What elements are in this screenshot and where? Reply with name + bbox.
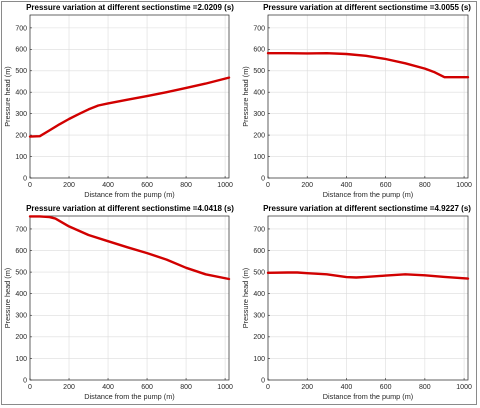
subplot-2: 0 200 400 600 800 1000 0 100 200 300 400 500 600 700 P…	[241, 3, 472, 199]
y-tick-label: 400	[253, 90, 265, 97]
x-tick-label: 1000	[217, 384, 233, 391]
x-tick-label: 800	[180, 182, 192, 189]
y-tick-label: 0	[261, 175, 265, 182]
y-tick-label: 700	[15, 226, 27, 233]
y-tick-label: 200	[15, 334, 27, 341]
y-tick-label: 600	[15, 248, 27, 255]
x-tick-label: 400	[341, 182, 353, 189]
y-tick-label: 500	[15, 270, 27, 277]
y-tick-label: 200	[15, 133, 27, 140]
pressure-line-2	[266, 52, 470, 79]
y-tick-label: 300	[253, 313, 265, 320]
x-tick-label: 600	[380, 384, 392, 391]
y-tick-label: 300	[253, 111, 265, 118]
subplot-4-xlabel: Distance from the pump (m)	[323, 392, 413, 401]
subplot-4-title: Pressure variation at different sections…	[263, 204, 471, 213]
y-tick-label: 700	[253, 25, 265, 32]
y-tick-label: 700	[253, 226, 265, 233]
y-tick-label: 300	[15, 111, 27, 118]
axes-box	[267, 215, 469, 381]
subplot-3-plot-area	[30, 216, 229, 380]
x-tick-label: 0	[266, 182, 270, 189]
x-tick-label: 200	[63, 182, 75, 189]
x-tick-label: 200	[63, 384, 75, 391]
subplot-4-plot-area	[268, 216, 468, 380]
pressure-line-4	[266, 271, 470, 280]
y-tick-label: 100	[15, 154, 27, 161]
y-tick-label: 0	[23, 377, 27, 384]
axes-box	[29, 215, 230, 381]
subplot-3: 0 200 400 600 800 1000 0 100 200 300 400 500 600 700 P…	[3, 204, 234, 401]
y-tick-label: 200	[253, 334, 265, 341]
subplot-3-xlabel: Distance from the pump (m)	[84, 392, 174, 401]
y-tick-label: 0	[261, 377, 265, 384]
x-tick-label: 400	[341, 384, 353, 391]
y-tick-label: 400	[15, 90, 27, 97]
y-tick-label: 200	[253, 133, 265, 140]
x-tick-label: 400	[102, 384, 114, 391]
y-tick-label: 100	[253, 356, 265, 363]
subplot-2-title: Pressure variation at different sections…	[263, 3, 471, 12]
axes-box	[267, 14, 469, 179]
y-tick-label: 400	[15, 291, 27, 298]
subplot-2-plot-area	[268, 15, 468, 178]
subplot-1-title: Pressure variation at different sections…	[26, 3, 234, 12]
y-tick-label: 300	[15, 313, 27, 320]
subplot-1: 0 200 400 600 800 1000 0 100 200 300 400 500 600 700 P…	[3, 3, 234, 199]
subplot-3-ylabel: Pressure head (m)	[3, 268, 12, 328]
x-tick-label: 0	[266, 384, 270, 391]
subplot-1-xlabel: Distance from the pump (m)	[84, 190, 174, 199]
x-tick-label: 1000	[456, 384, 472, 391]
axes-box	[29, 14, 230, 179]
y-tick-label: 0	[23, 175, 27, 182]
x-tick-label: 600	[141, 182, 153, 189]
x-tick-label: 800	[180, 384, 192, 391]
subplot-2-xlabel: Distance from the pump (m)	[323, 190, 413, 199]
y-tick-label: 500	[253, 270, 265, 277]
y-tick-label: 700	[15, 25, 27, 32]
pressure-line-3	[28, 215, 231, 281]
y-tick-label: 500	[253, 68, 265, 75]
x-tick-label: 0	[28, 182, 32, 189]
x-tick-label: 0	[28, 384, 32, 391]
x-tick-label: 800	[419, 384, 431, 391]
y-tick-label: 600	[15, 47, 27, 54]
subplot-1-plot-area	[30, 15, 229, 178]
x-tick-label: 400	[102, 182, 114, 189]
x-tick-label: 200	[301, 182, 313, 189]
subplot-3-title: Pressure variation at different sections…	[26, 204, 234, 213]
x-tick-label: 200	[301, 384, 313, 391]
y-tick-label: 400	[253, 291, 265, 298]
subplot-1-ylabel: Pressure head (m)	[3, 66, 12, 126]
y-tick-label: 600	[253, 47, 265, 54]
subplot-2-ylabel: Pressure head (m)	[241, 66, 250, 126]
subplot-4-ylabel: Pressure head (m)	[241, 268, 250, 328]
y-tick-label: 600	[253, 248, 265, 255]
x-tick-label: 600	[141, 384, 153, 391]
y-tick-label: 500	[15, 68, 27, 75]
y-tick-label: 100	[15, 356, 27, 363]
x-tick-label: 800	[419, 182, 431, 189]
x-tick-label: 600	[380, 182, 392, 189]
pressure-line-1	[28, 76, 231, 138]
x-tick-label: 1000	[456, 182, 472, 189]
y-tick-label: 100	[253, 154, 265, 161]
x-tick-label: 1000	[217, 182, 233, 189]
subplot-4: 0 200 400 600 800 1000 0 100 200 300 400 500 600 700 P…	[241, 204, 472, 401]
